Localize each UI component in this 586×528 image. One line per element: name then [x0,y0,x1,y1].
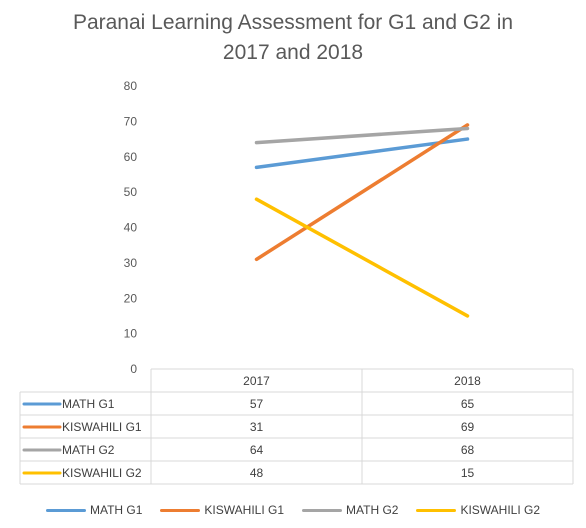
table-cell-value: 31 [250,420,264,434]
legend-item: KISWAHILI G2 [416,500,540,520]
table-cell-value: 65 [461,397,475,411]
table-cell-value: 64 [250,443,264,457]
y-tick-label: 0 [130,362,137,376]
legend-label: KISWAHILI G1 [204,503,284,517]
legend-item: KISWAHILI G1 [160,500,284,520]
y-tick-label: 60 [124,150,138,164]
y-tick-label: 40 [124,221,138,235]
legend-swatch [45,508,86,512]
y-tick-label: 10 [124,327,138,341]
table-cell-value: 15 [461,466,475,480]
legend-item: MATH G2 [302,500,398,520]
legend-label: MATH G2 [346,503,399,517]
x-category-label: 2017 [243,374,270,388]
series-line [254,126,470,145]
legend-label: MATH G1 [89,503,143,517]
table-cell-value: 68 [461,443,475,457]
legend-label: KISWAHILI G2 [460,503,541,517]
line-chart: 0 10 20 30 40 50 60 70 80 2017 2018 MATH G1 57 65 KIS… [19,79,574,485]
series-line [254,123,470,262]
x-category-label: 2018 [454,374,481,388]
y-tick-label: 30 [124,256,138,270]
table-cell-value: 69 [461,420,475,434]
table-cell-value: 48 [250,466,264,480]
legend-item: MATH G1 [45,500,143,520]
table-row-series-name: KISWAHILI G1 [62,420,142,434]
series-line [254,137,470,170]
table-row-series-name: KISWAHILI G2 [62,466,142,480]
legend-swatch [160,508,201,512]
chart-legend: MATH G1 KISWAHILI G1 MATH G2 KISWAHILI G2 [0,500,586,520]
table-cell-value: 57 [250,397,264,411]
legend-swatch [302,508,342,512]
y-tick-label: 80 [124,79,138,93]
table-row-series-name: MATH G2 [62,443,115,457]
y-tick-label: 20 [124,291,138,305]
legend-swatch [416,508,457,512]
series-line [254,197,470,318]
y-tick-label: 50 [124,185,138,199]
y-tick-label: 70 [124,114,138,128]
chart-title: Paranai Learning Assessment for G1 and G… [72,11,514,64]
table-row-series-name: MATH G1 [62,397,115,411]
